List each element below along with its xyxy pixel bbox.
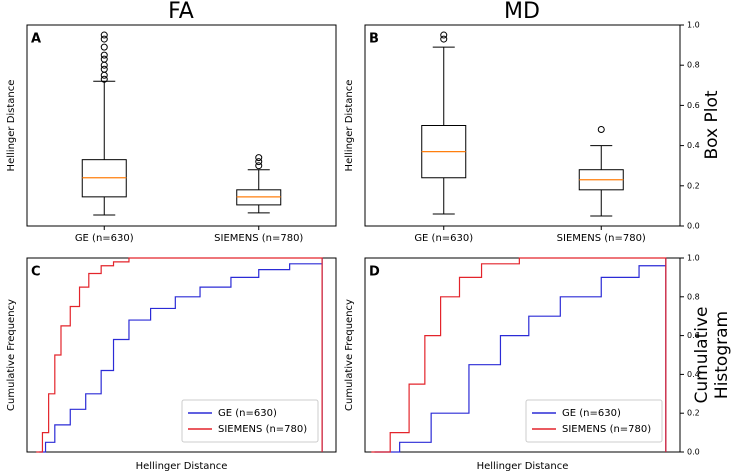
cumulative-line <box>374 258 667 453</box>
outlier <box>255 158 263 166</box>
y-tick-label: 0.2 <box>687 181 700 190</box>
row-title: Cumulative <box>692 306 712 403</box>
row-title: Histogram <box>712 311 732 399</box>
legend-box <box>181 399 319 443</box>
column-title: FA <box>168 0 194 24</box>
y-tick-label: 0.0 <box>687 448 700 457</box>
y-tick-label: 0.0 <box>687 222 700 231</box>
y-tick-label: 1.0 <box>687 21 700 30</box>
row-title: Box Plot <box>702 90 722 159</box>
outlier <box>255 162 263 170</box>
y-axis-label: Hellinger Distance <box>344 80 355 172</box>
outlier <box>100 61 108 69</box>
cumulative-line <box>36 257 323 453</box>
panel-label: D <box>369 265 380 280</box>
x-axis-label: Hellinger Distance <box>477 461 569 472</box>
column-title: MD <box>504 0 540 24</box>
x-tick-label: GE (n=630) <box>414 233 473 244</box>
panel-label: B <box>369 32 379 47</box>
legend-box <box>525 399 663 443</box>
outlier <box>100 65 108 73</box>
plot-frame <box>26 24 337 227</box>
y-tick-label: 0.8 <box>687 61 700 70</box>
plot-frame <box>364 24 681 227</box>
outlier <box>100 71 108 79</box>
outlier <box>100 31 108 39</box>
y-tick-label: 0.2 <box>687 409 700 418</box>
outlier <box>255 154 263 162</box>
outlier <box>100 75 108 83</box>
legend-label: SIEMENS (n=780) <box>218 424 307 435</box>
outlier <box>100 55 108 63</box>
y-axis-label: Cumulative Frequency <box>344 299 355 411</box>
legend-label: SIEMENS (n=780) <box>562 424 651 435</box>
panel-label: A <box>31 32 41 47</box>
panel-label: C <box>31 265 41 280</box>
y-tick-label: 0.4 <box>687 370 700 379</box>
legend-label: GE (n=630) <box>562 408 621 419</box>
outlier <box>100 35 108 43</box>
x-tick-label: SIEMENS (n=780) <box>214 233 303 244</box>
cumulative-line <box>371 257 667 453</box>
outlier <box>100 51 108 59</box>
cumulative-line <box>39 258 323 453</box>
outlier <box>100 43 108 51</box>
y-axis-label: Hellinger Distance <box>6 80 17 172</box>
outlier <box>440 31 448 39</box>
x-axis-label: Hellinger Distance <box>136 461 228 472</box>
y-tick-label: 0.6 <box>687 331 700 340</box>
legend-label: GE (n=630) <box>218 408 277 419</box>
outlier <box>597 126 605 134</box>
y-tick-label: 0.6 <box>687 101 700 110</box>
y-tick-label: 1.0 <box>687 254 700 263</box>
y-tick-label: 0.8 <box>687 292 700 301</box>
outlier <box>440 35 448 43</box>
y-tick-label: 0.4 <box>687 141 700 150</box>
y-axis-label: Cumulative Frequency <box>6 299 17 411</box>
x-tick-label: SIEMENS (n=780) <box>557 233 646 244</box>
x-tick-label: GE (n=630) <box>75 233 134 244</box>
